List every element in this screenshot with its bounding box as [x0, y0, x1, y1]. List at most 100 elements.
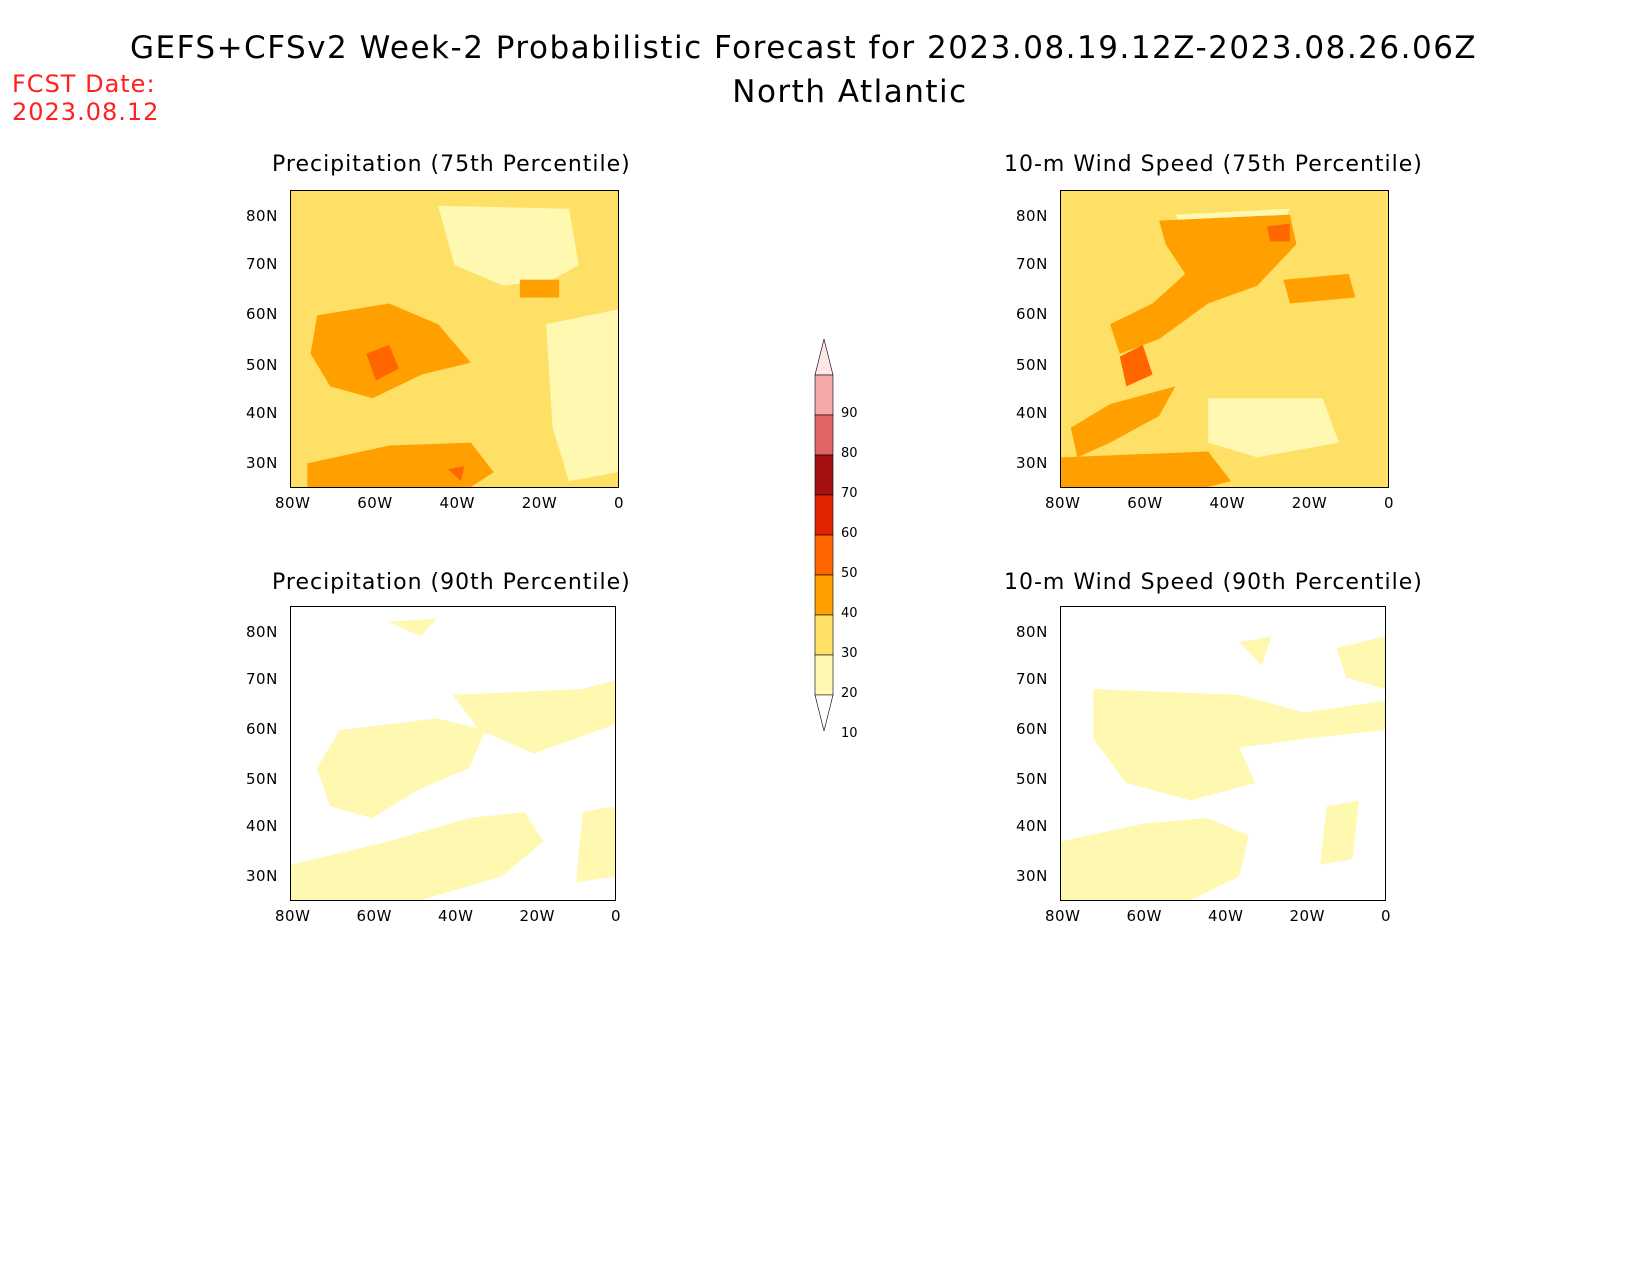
lat-tick-label: 80N [246, 206, 278, 225]
coastline [291, 613, 566, 730]
precip-90-shade-region [291, 812, 544, 900]
lon-tick-label: 80W [275, 907, 311, 925]
precip-75-map-svg [291, 191, 618, 487]
lon-tick-label: 40W [1209, 494, 1245, 512]
map-wind-75 [1060, 190, 1389, 488]
coastline [1330, 736, 1385, 900]
coastline [573, 736, 589, 768]
wind-90-shade-region [1093, 689, 1385, 801]
colorbar [814, 338, 834, 732]
coastline [1345, 321, 1361, 354]
coastline [560, 736, 615, 900]
lon-tick-label: 40W [1208, 907, 1244, 925]
lon-tick-label: 40W [439, 494, 475, 512]
coastline [1061, 613, 1336, 730]
colorbar-tick-label: 80 [841, 446, 858, 461]
lat-tick-label: 60N [1016, 719, 1048, 738]
lat-tick-label: 40N [1016, 403, 1048, 422]
lat-tick-label: 60N [246, 719, 278, 738]
lon-tick-label: 60W [1126, 907, 1162, 925]
lon-tick-label: 20W [519, 907, 555, 925]
colorbar-swatch [814, 494, 834, 536]
lat-tick-label: 40N [246, 403, 278, 422]
lon-tick-label: 0 [611, 907, 622, 925]
precip-75-shade-region [519, 279, 560, 298]
fcst-date-value: 2023.08.12 [12, 98, 160, 126]
lon-tick-label: 20W [521, 494, 558, 512]
precip-75-shade-region [438, 205, 579, 286]
colorbar-top-arrow [814, 338, 834, 376]
wind-75-shade-region [1208, 398, 1339, 458]
colorbar-tick-label: 90 [841, 406, 858, 421]
coastline [1332, 321, 1388, 487]
wind-75-shade-region [1070, 386, 1176, 458]
panel-title-wind-75: 10-m Wind Speed (75th Percentile) [1004, 152, 1423, 177]
lon-tick-label: 20W [1291, 494, 1328, 512]
colorbar-swatch [814, 414, 834, 456]
coastline [575, 321, 591, 354]
coastline [1061, 244, 1159, 457]
wind-75-shade-region [1283, 273, 1356, 304]
coastline [291, 244, 389, 457]
wind-75-shade-region [1061, 451, 1232, 487]
colorbar-bottom-arrow [814, 694, 834, 732]
panel-title-precip-90: Precipitation (90th Percentile) [272, 570, 631, 595]
lat-tick-label: 60N [246, 305, 278, 324]
colorbar-swatch [814, 454, 834, 496]
lat-tick-label: 50N [246, 770, 278, 789]
precip-75-shade-region [447, 466, 465, 482]
wind-75-shade-region [1267, 223, 1290, 242]
lat-tick-label: 50N [246, 355, 278, 374]
colorbar-tick-label: 10 [841, 726, 858, 741]
precip-90-shade-region [453, 680, 615, 754]
colorbar-swatch [814, 574, 834, 616]
wind-90-map-svg [1061, 607, 1385, 900]
panel-title-wind-90: 10-m Wind Speed (90th Percentile) [1004, 570, 1423, 595]
fcst-date-label: FCST Date: [12, 70, 156, 98]
lat-tick-label: 30N [246, 454, 278, 473]
wind-90-shade-region [1061, 817, 1249, 900]
lat-tick-label: 40N [1016, 817, 1048, 836]
lat-tick-label: 80N [1016, 206, 1048, 225]
coastline [1061, 660, 1158, 871]
wind-90-shade-region [1239, 636, 1272, 666]
lat-tick-label: 70N [1016, 254, 1048, 273]
colorbar-tick-label: 60 [841, 526, 858, 541]
precip-90-map-svg [291, 607, 615, 900]
lon-tick-label: 0 [614, 494, 625, 512]
region-subtitle: North Atlantic [732, 74, 968, 110]
precip-75-shade-region [366, 344, 399, 381]
lat-tick-label: 70N [1016, 669, 1048, 688]
lat-tick-label: 70N [246, 669, 278, 688]
panel-title-precip-75: Precipitation (75th Percentile) [272, 152, 631, 177]
lat-tick-label: 70N [246, 254, 278, 273]
lon-tick-label: 80W [1045, 494, 1081, 512]
coastline [562, 321, 618, 487]
wind-75-shade-region [1119, 344, 1153, 387]
colorbar-tick-label: 20 [841, 686, 858, 701]
colorbar-swatch [814, 614, 834, 656]
lat-tick-label: 50N [1016, 355, 1048, 374]
lon-tick-label: 60W [357, 494, 393, 512]
lon-tick-label: 80W [275, 494, 311, 512]
coastline [1061, 197, 1339, 315]
lon-tick-label: 20W [1289, 907, 1325, 925]
lon-tick-label: 60W [356, 907, 392, 925]
lon-tick-label: 0 [1381, 907, 1392, 925]
lat-tick-label: 30N [1016, 454, 1048, 473]
colorbar-swatch [814, 534, 834, 576]
lat-tick-label: 30N [246, 867, 278, 886]
colorbar-tick-label: 50 [841, 566, 858, 581]
wind-90-shade-region [1320, 800, 1360, 865]
coastline [1288, 698, 1333, 713]
coastline [520, 283, 566, 298]
lon-tick-label: 80W [1045, 907, 1081, 925]
coastline [518, 698, 563, 713]
lat-tick-label: 50N [1016, 770, 1048, 789]
precip-75-shade-region [307, 442, 494, 487]
colorbar-swatch [814, 654, 834, 696]
colorbar-tick-label: 30 [841, 646, 858, 661]
map-wind-90 [1060, 606, 1386, 901]
precip-90-shade-region [576, 806, 615, 883]
colorbar-swatch [814, 374, 834, 416]
